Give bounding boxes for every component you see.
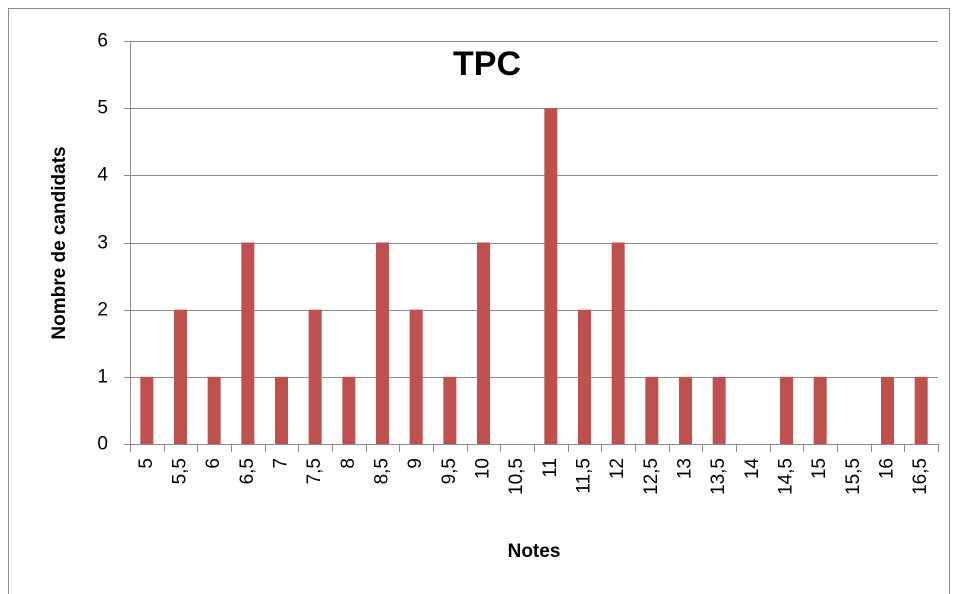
- x-tick-label: 5: [136, 458, 157, 469]
- bar: [544, 108, 558, 445]
- bar: [140, 376, 154, 444]
- bar: [813, 376, 827, 444]
- bar: [207, 376, 221, 444]
- x-tick-label: 16: [877, 458, 898, 479]
- x-tick-label: 15: [809, 458, 830, 479]
- chart-title: TPC: [453, 45, 521, 83]
- y-tick-label: 6: [97, 31, 108, 52]
- bar: [780, 376, 793, 444]
- y-tick-label: 2: [97, 300, 108, 321]
- x-tick-label: 14,5: [776, 458, 797, 495]
- bar: [174, 309, 187, 444]
- bar: [443, 376, 457, 444]
- x-tick-label: 7,5: [304, 458, 325, 484]
- x-tick-label: 13: [675, 458, 696, 479]
- y-tick-label: 5: [97, 98, 108, 119]
- bar: [275, 376, 288, 444]
- x-tick-label: 5,5: [170, 458, 191, 484]
- bar: [645, 376, 659, 444]
- bar: [376, 242, 389, 444]
- x-tick-label: 6: [203, 458, 224, 469]
- bar: [342, 376, 356, 444]
- bar: [679, 376, 692, 444]
- y-tick-label: 3: [97, 233, 108, 254]
- y-tick-label: 1: [97, 367, 108, 388]
- bar: [914, 376, 928, 444]
- x-tick-label: 9,5: [439, 458, 460, 484]
- bar: [409, 309, 423, 444]
- bar: [712, 376, 726, 444]
- y-tick-label: 4: [97, 165, 108, 186]
- x-tick-label: 11: [540, 458, 561, 478]
- bar: [477, 242, 490, 444]
- x-tick-label: 9: [405, 458, 426, 469]
- x-tick-label: 15,5: [843, 458, 864, 495]
- bar: [241, 242, 255, 444]
- x-tick-label: 6,5: [237, 458, 258, 484]
- bar: [578, 309, 591, 444]
- bar: [611, 242, 625, 444]
- x-axis-label: Notes: [508, 541, 561, 562]
- x-tick-label: 13,5: [708, 458, 729, 495]
- x-tick-label: 12: [607, 458, 628, 479]
- y-axis-label: Nombre de candidats: [49, 146, 70, 339]
- x-tick-label: 8,5: [372, 458, 393, 484]
- x-tick-label: 14: [742, 458, 763, 480]
- x-tick-label: 12,5: [641, 458, 662, 495]
- y-tick-label: 0: [97, 434, 108, 455]
- x-tick-label: 16,5: [910, 458, 931, 495]
- bar: [308, 309, 322, 444]
- x-tick-label: 8: [338, 458, 359, 469]
- x-tick-label: 10: [473, 458, 494, 479]
- x-tick-label: 10,5: [506, 458, 527, 495]
- x-tick-label: 11,5: [574, 458, 595, 494]
- bar: [881, 376, 894, 444]
- x-tick-label: 7: [271, 458, 292, 469]
